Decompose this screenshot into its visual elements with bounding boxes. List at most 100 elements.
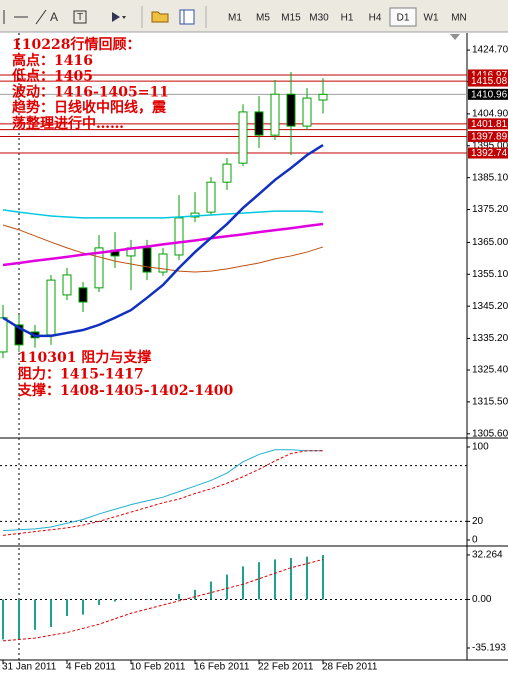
text-tool[interactable]: A (50, 10, 58, 24)
y-tick-label: 0 (472, 535, 478, 546)
y-tick-label: 1395.00 (472, 140, 508, 151)
y-tick-label: 1335.20 (472, 333, 508, 344)
x-tick-label: 16 Feb 2011 (194, 662, 250, 673)
histogram-bar (130, 599, 132, 600)
level-label-box (468, 147, 508, 159)
annotation: 趋势：日线收中阳线，震 (12, 99, 167, 116)
histogram-bar (114, 599, 116, 602)
candle-body (270, 93, 280, 136)
level-label-box (468, 88, 508, 100)
candle-body (174, 217, 184, 256)
x-tick-label: 4 Feb 2011 (66, 662, 116, 673)
timeframe-label[interactable]: M1 (228, 13, 242, 24)
y-tick-label: 100 (472, 442, 489, 453)
histogram-bar (194, 589, 196, 600)
level-label: 1401.81 (471, 119, 508, 130)
profiles-button[interactable] (179, 9, 195, 25)
indicator-line (2, 209, 324, 219)
histogram-bar (162, 599, 164, 600)
y-tick-label: 1345.20 (472, 301, 508, 312)
y-tick-label: 20 (472, 516, 484, 527)
toolbar-bg (0, 0, 508, 32)
x-tick-label: 10 Feb 2011 (130, 662, 186, 673)
candle-body (14, 324, 24, 346)
indicator-line (2, 222, 324, 267)
indicator-line (2, 449, 323, 532)
histogram-bar (274, 559, 276, 600)
annotation: 110228行情回顾： (12, 36, 140, 53)
candle-body (94, 247, 104, 289)
timeframe-label[interactable]: D1 (397, 13, 410, 24)
histogram-bar (290, 558, 292, 600)
y-tick-label: 1315.50 (472, 397, 508, 408)
level-label: 1410.96 (471, 89, 508, 100)
histogram-bar (34, 599, 36, 630)
indicator-line (2, 558, 324, 642)
candle-body (254, 111, 264, 136)
indicator-line (2, 144, 324, 338)
annotation: 荡整理进行中…… (12, 115, 124, 132)
histogram-bar (210, 581, 212, 600)
label-tool[interactable] (73, 10, 87, 24)
candle-body (238, 111, 248, 164)
timeframe-label[interactable]: H4 (369, 13, 382, 24)
candle-body (142, 247, 152, 273)
x-tick-label: 31 Jan 2011 (2, 662, 57, 673)
y-tick-label: 1375.20 (472, 204, 508, 215)
annotation: 110301 阻力与支撑 (18, 349, 151, 366)
candle-body (46, 279, 56, 336)
candle-body (302, 97, 312, 127)
y-tick-label: 0.00 (472, 594, 492, 605)
candle-body (78, 287, 88, 303)
histogram-bar (178, 593, 180, 600)
level-label: 1415.08 (471, 76, 508, 87)
candle-body (318, 93, 328, 101)
annotation: 支撑：1408-1405-1402-1400 (17, 382, 234, 399)
timeframe-label[interactable]: MN (451, 13, 467, 24)
templates-button[interactable] (151, 11, 169, 23)
histogram-bar (322, 554, 324, 600)
indicator-line (2, 224, 324, 273)
timeframe-label[interactable]: M30 (309, 13, 329, 24)
histogram-bar (226, 574, 228, 600)
timeframe-label[interactable]: W1 (424, 13, 439, 24)
y-tick-label: 32.264 (472, 550, 503, 561)
level-label: 1392.74 (471, 148, 508, 159)
y-tick-label: 1404.90 (472, 109, 508, 120)
histogram-bar (2, 599, 4, 640)
y-tick-label: -35.193 (472, 643, 506, 654)
trendline-tool[interactable] (35, 9, 47, 25)
candle-body (62, 274, 72, 296)
chart-shift-marker[interactable] (450, 34, 460, 40)
y-tick-label: 1365.00 (472, 237, 508, 248)
level-label-box (468, 75, 508, 87)
histogram-bar (98, 599, 100, 605)
timeframe-label[interactable]: M5 (256, 13, 270, 24)
y-tick-label: 1305.60 (472, 428, 508, 439)
histogram-bar (18, 599, 20, 640)
candle-body (222, 163, 232, 183)
histogram-bar (258, 562, 260, 600)
candle-body (158, 253, 168, 273)
level-label-box (468, 69, 508, 81)
annotation: 阻力：1415-1417 (18, 366, 144, 383)
level-label-box (468, 118, 508, 130)
indicator-line (2, 450, 323, 536)
candle-body (206, 181, 216, 213)
histogram-bar (82, 599, 84, 615)
x-tick-label: 22 Feb 2011 (258, 662, 314, 673)
arrows-tool[interactable] (112, 12, 120, 22)
level-label-box (468, 130, 508, 142)
annotation: 低点：1405 (11, 68, 93, 85)
toolbar: A T (0, 0, 508, 33)
annotation: 波动：1416-1405=11 (12, 83, 169, 100)
histogram-bar (306, 556, 308, 600)
timeframe-button[interactable] (389, 7, 417, 27)
timeframe-label[interactable]: M15 (281, 13, 301, 24)
y-tick-label: 1424.70 (472, 45, 508, 56)
dropdown[interactable] (122, 16, 126, 19)
timeframe-label[interactable]: H1 (341, 13, 354, 24)
histogram-bar (242, 566, 244, 600)
